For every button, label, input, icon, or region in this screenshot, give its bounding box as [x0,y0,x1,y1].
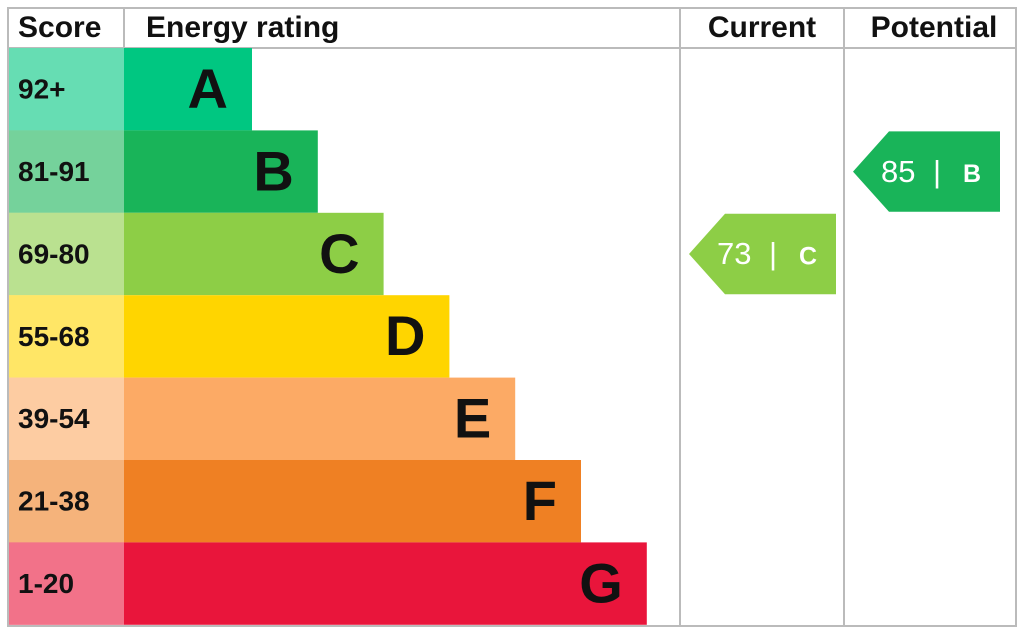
band-letter: D [385,304,425,367]
header-score: Score [18,11,101,44]
current-value: 73 [717,236,751,271]
band-bar [124,130,318,213]
current-separator: | [769,236,777,271]
band-bar [124,542,647,625]
band-score: 81-91 [18,156,90,187]
band-score: 21-38 [18,486,90,517]
score-cell [9,130,124,213]
band-bar [124,377,516,460]
header-potential: Potential [871,11,998,44]
band-score: 39-54 [18,403,90,434]
potential-rating: B [963,160,981,188]
potential-arrow [853,131,1000,212]
score-cell [9,542,124,625]
band-score: 92+ [18,74,66,105]
band-letter: G [579,551,623,614]
score-cell [9,377,124,460]
score-cell [9,295,124,378]
score-cell [9,48,124,131]
score-cell-tint [9,542,124,625]
band-bar [124,460,581,543]
band-letter: F [523,469,557,532]
current-rating: C [799,243,817,271]
score-cell-tint [9,295,124,378]
potential-separator: | [933,154,941,189]
frame [7,7,1017,627]
band-bar [124,295,450,378]
header-current: Current [708,11,816,44]
score-cell-tint [9,48,124,131]
band-letter: A [188,57,228,120]
band-letter: E [454,387,491,450]
grid [7,7,1017,627]
current-arrow [689,213,836,295]
potential-value: 85 [881,154,915,189]
score-cell [9,212,124,296]
band-score: 55-68 [18,321,90,352]
band-letter: B [253,139,293,202]
band-score: 1-20 [18,568,74,599]
score-cell-tint [9,377,124,460]
band-bar [124,48,252,131]
header-rating: Energy rating [146,11,339,44]
band-letter: C [319,222,359,285]
band-bar [124,212,384,296]
score-cell-tint [9,460,124,543]
score-cell-tint [9,130,124,213]
score-cell-tint [9,212,124,296]
band-score: 69-80 [18,238,90,269]
score-cell [9,460,124,543]
